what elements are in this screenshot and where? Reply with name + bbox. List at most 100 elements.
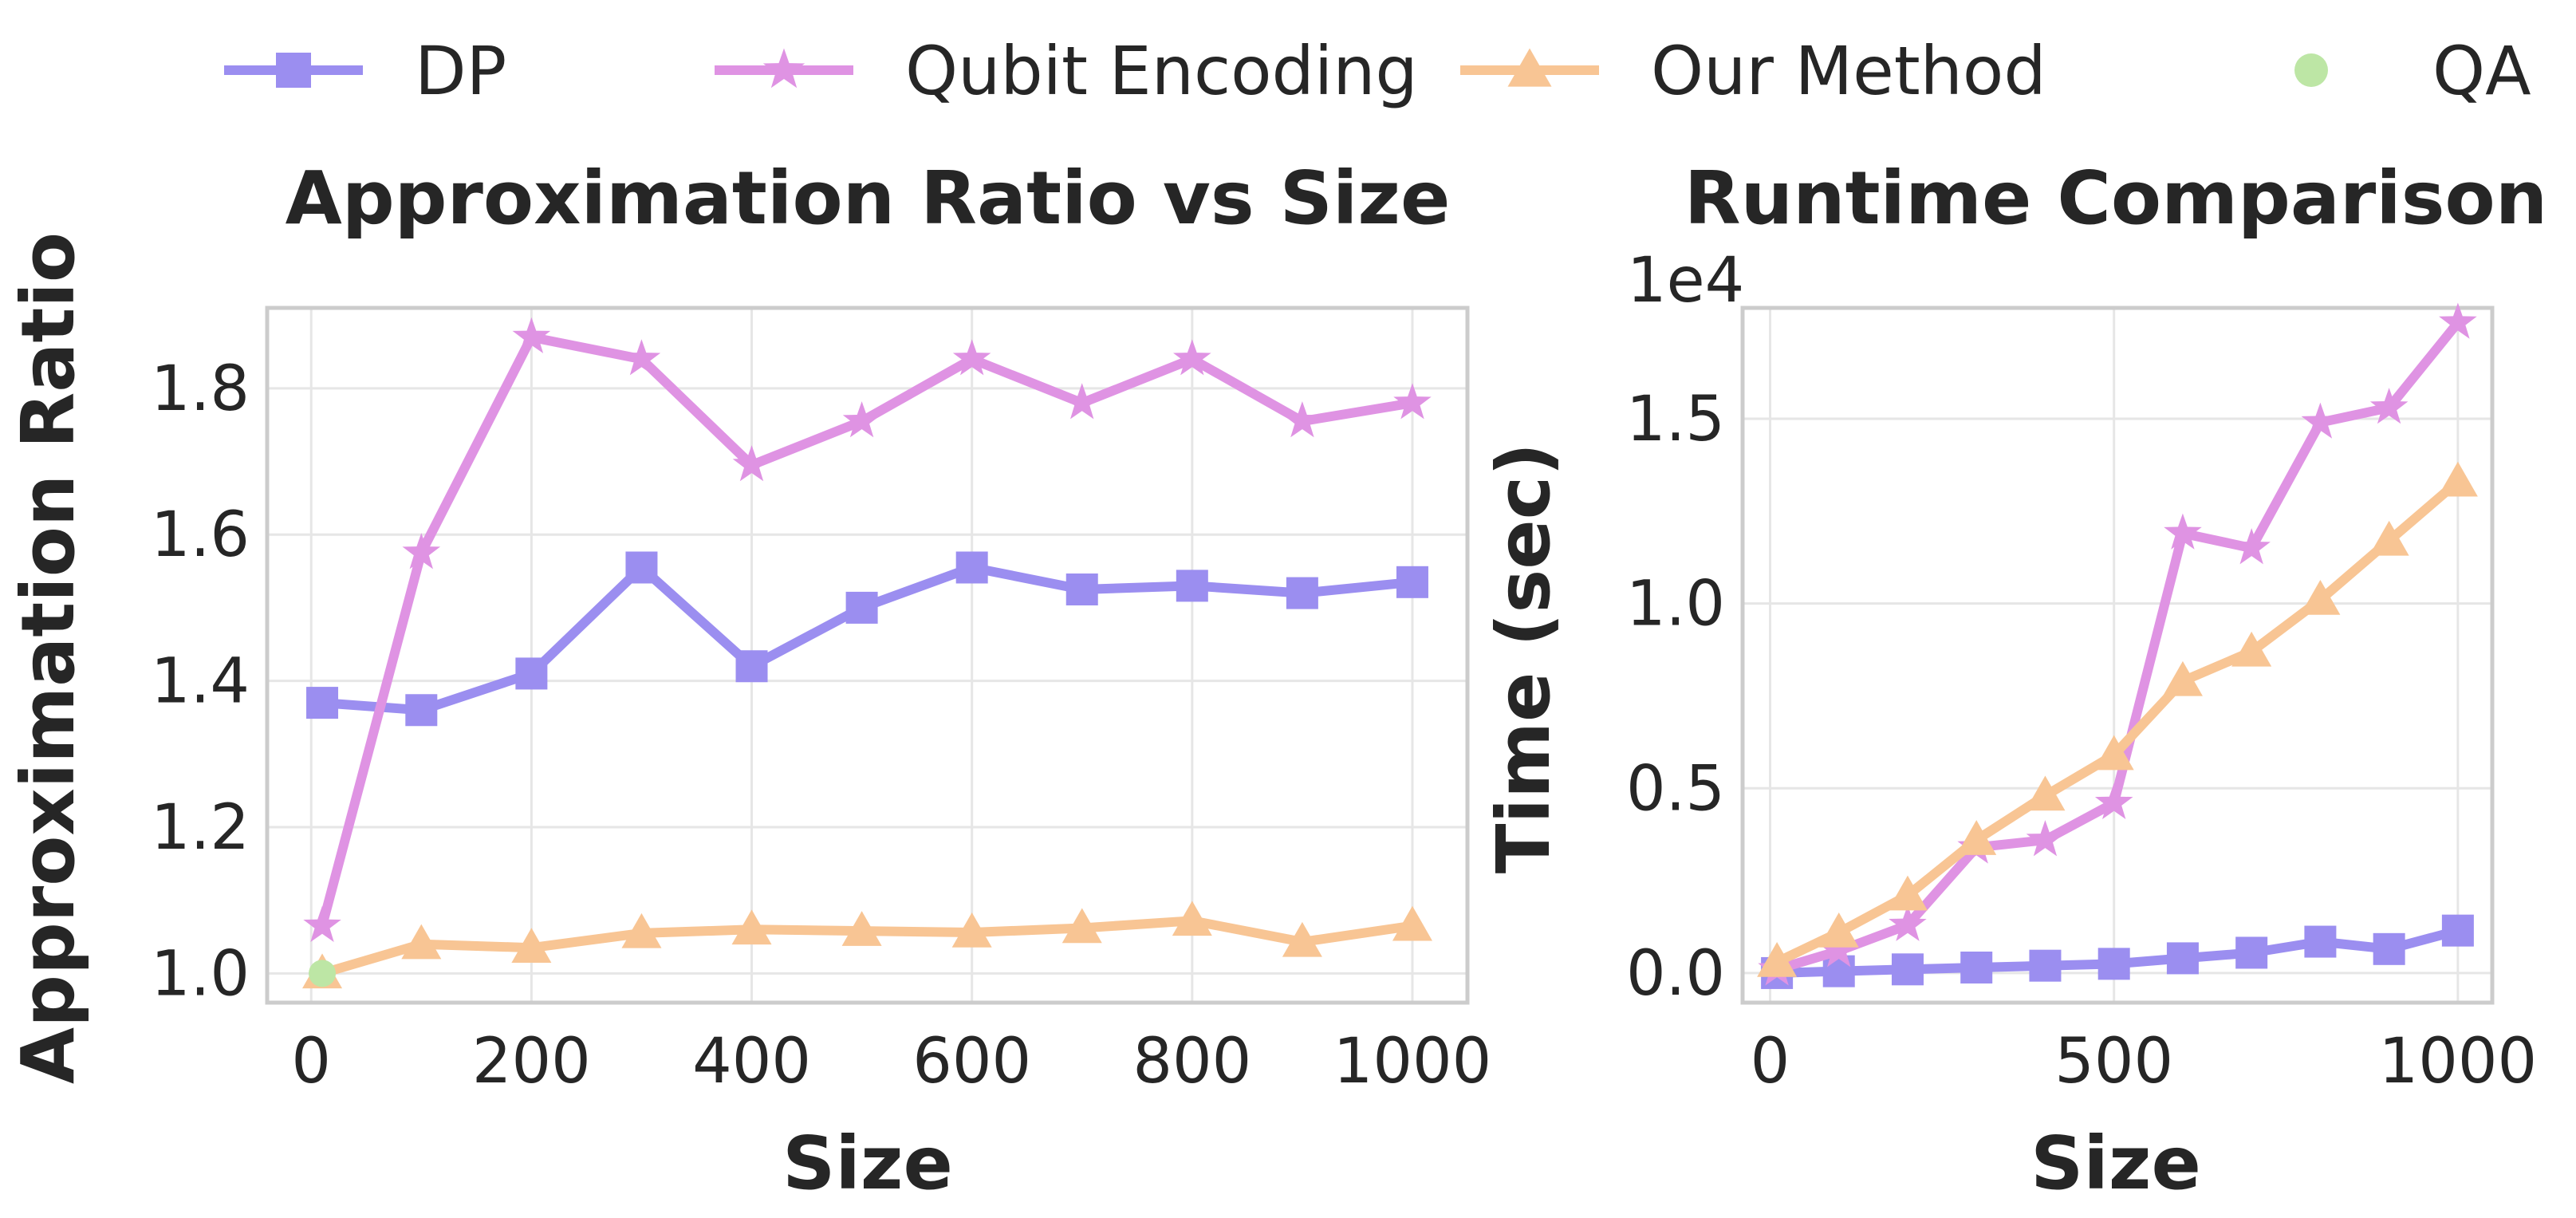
data-point	[2026, 820, 2065, 857]
series-qubit-encoding	[303, 317, 1432, 942]
data-point	[2097, 948, 2130, 980]
data-point	[2373, 932, 2405, 965]
data-point	[1172, 901, 1212, 936]
legend-marker	[2294, 53, 2328, 87]
legend-marker	[276, 53, 311, 88]
y-tick-label: 1.4	[151, 646, 250, 718]
chart-title: Approximation Ratio vs Size	[286, 156, 1451, 241]
data-point	[1887, 875, 1928, 911]
plot-frame	[265, 305, 1470, 1005]
x-tick-label: 600	[912, 1026, 1031, 1098]
legend-item-qa: QA	[2294, 32, 2531, 110]
data-point	[309, 960, 337, 987]
data-point	[1282, 921, 1322, 957]
series-dp	[306, 551, 1428, 727]
data-point	[2304, 925, 2337, 958]
x-axis-label: Size	[2030, 1121, 2201, 1206]
chart-title: Runtime Comparison	[1684, 156, 2548, 241]
legend-label: DP	[415, 32, 506, 110]
data-point	[1757, 942, 1798, 977]
series-line	[321, 562, 1413, 715]
y-tick-label: 1.8	[151, 353, 250, 425]
x-tick-label: 400	[692, 1026, 811, 1098]
data-point	[2300, 580, 2341, 615]
series-qubit-encoding	[1758, 302, 2477, 986]
data-point	[1063, 383, 1101, 420]
y-tick-label: 1.0	[151, 938, 250, 1010]
series-dp	[1761, 914, 2474, 989]
series-our-method	[1757, 461, 2478, 977]
data-point	[1820, 931, 1858, 968]
data-point	[1889, 905, 1927, 941]
data-point	[1396, 566, 1428, 598]
x-tick-label: 800	[1132, 1026, 1251, 1098]
data-point	[2164, 513, 2202, 550]
y-tick-label: 1.6	[151, 499, 250, 571]
data-point	[621, 913, 662, 948]
data-point	[735, 650, 768, 683]
series-qa	[309, 960, 337, 987]
legend-item-our-method: Our Method	[1460, 32, 2046, 110]
plot-frame	[1740, 305, 2495, 1005]
data-point	[2369, 388, 2409, 424]
data-point	[952, 339, 991, 376]
data-point	[1393, 383, 1432, 420]
data-point	[2441, 914, 2474, 947]
data-point	[732, 445, 771, 482]
data-point	[1818, 912, 1859, 948]
legend-label: QA	[2432, 32, 2531, 110]
data-point	[622, 339, 661, 376]
data-point	[2439, 302, 2477, 339]
legend-marker	[1507, 48, 1552, 87]
data-point	[1286, 577, 1318, 609]
data-point	[511, 928, 552, 963]
runtime-comparison-chart: Runtime Comparison 0 500 1000 0.0 0.5 1.0 1.5…	[1481, 156, 2547, 1206]
data-point	[2093, 735, 2134, 771]
data-point	[2094, 782, 2133, 819]
y-tick-label: 1.5	[1626, 384, 1725, 455]
y-axis-offset-text: 1e4	[1627, 245, 1744, 317]
data-point	[2166, 942, 2199, 975]
x-tick-label: 500	[2054, 1026, 2173, 1098]
y-axis-label: Time (sec)	[1481, 443, 1566, 873]
x-axis-label: Size	[782, 1121, 953, 1206]
series-our-method	[302, 901, 1432, 989]
data-point	[2232, 528, 2271, 565]
data-point	[625, 551, 658, 584]
legend-marker	[762, 48, 805, 89]
y-tick-label: 1.0	[1626, 569, 1725, 641]
data-point	[2162, 660, 2203, 696]
x-tick-label: 1000	[2379, 1026, 2538, 1098]
data-point	[2437, 461, 2478, 497]
data-point	[1891, 953, 1924, 986]
data-point	[1956, 820, 1997, 855]
approximation-ratio-chart: Approximation Ratio vs Size 0 200 400 600 80…	[6, 156, 1491, 1206]
data-point	[512, 317, 551, 353]
x-tick-label: 0	[1751, 1026, 1790, 1098]
legend-label: Our Method	[1651, 32, 2046, 110]
data-point	[1822, 955, 1855, 987]
data-point	[402, 533, 441, 570]
data-point	[1176, 570, 1208, 602]
data-point	[2235, 936, 2268, 969]
data-point	[1960, 951, 1993, 983]
series-line	[1774, 478, 2461, 967]
data-point	[951, 912, 992, 948]
data-point	[2301, 402, 2340, 439]
data-point	[845, 591, 878, 624]
legend-label: Qubit Encoding	[905, 32, 1418, 110]
data-point	[2025, 775, 2066, 811]
data-point	[1173, 339, 1211, 376]
data-point	[401, 924, 442, 960]
data-point	[2029, 949, 2062, 982]
y-tick-label: 0.0	[1626, 938, 1725, 1010]
data-point	[1283, 401, 1321, 438]
y-tick-label: 1.2	[151, 792, 250, 864]
data-point	[731, 909, 772, 945]
legend: DP Qubit Encoding Our Method QA	[224, 32, 2531, 110]
data-point	[1065, 573, 1098, 605]
data-point	[515, 657, 548, 690]
data-point	[955, 551, 988, 584]
data-point	[306, 687, 339, 719]
